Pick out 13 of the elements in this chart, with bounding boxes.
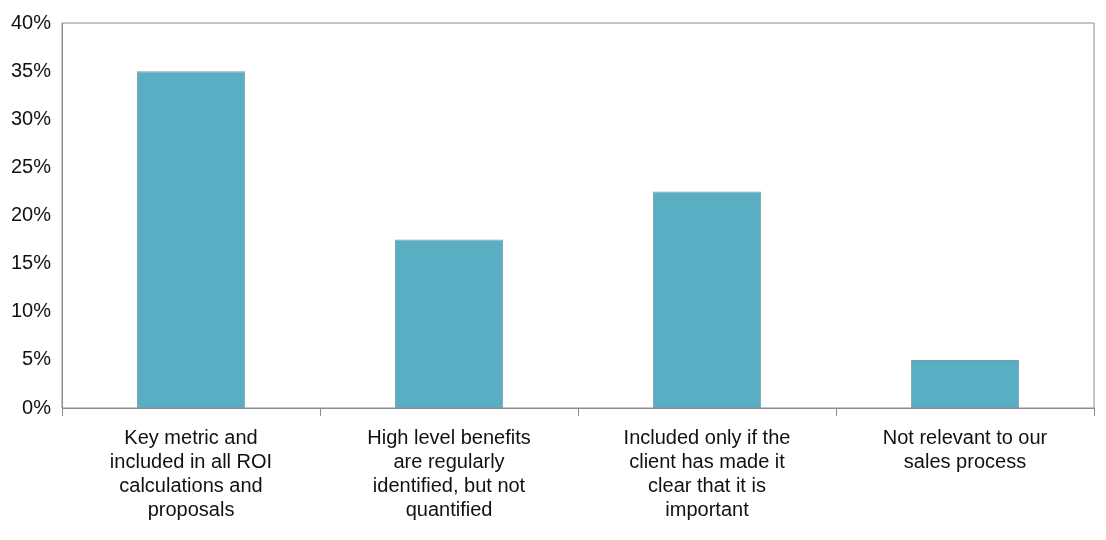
x-tick-label: Not relevant to our sales process	[882, 425, 1048, 472]
y-tick-label: 35%	[11, 58, 52, 81]
x-tick-label: Included only if the client has made it clear that it is important	[623, 425, 791, 520]
y-tick-label: 25%	[11, 154, 52, 177]
y-tick-label: 10%	[11, 299, 52, 322]
x-tick-label: Key metric and included in all ROI calculations and proposals	[109, 425, 273, 520]
y-tick-label: 40%	[11, 10, 52, 33]
y-tick-label: 20%	[11, 203, 52, 226]
y-tick-label: 5%	[22, 347, 52, 370]
y-tick-label: 0%	[22, 395, 52, 418]
x-tick-label: High level benefits are regularly identified, but not quantified	[367, 425, 531, 520]
y-tick-label: 15%	[11, 251, 52, 274]
y-tick-label: 30%	[11, 106, 52, 129]
